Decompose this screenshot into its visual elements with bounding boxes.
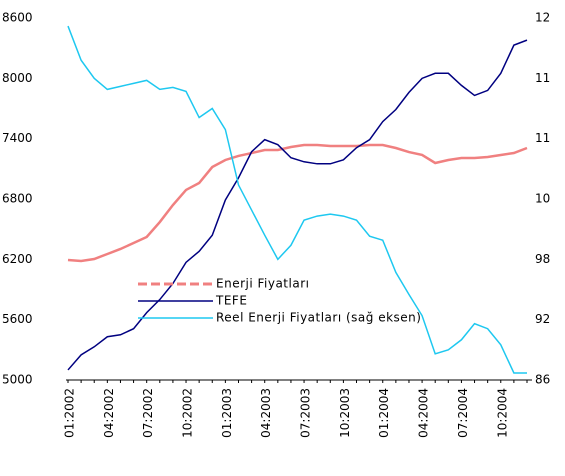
- y2-tick-label: 98: [535, 252, 550, 266]
- y2-tick-label: 86: [535, 373, 550, 387]
- x-tick-label: 10:2003: [338, 388, 352, 438]
- legend-label: Enerji Fiyatları: [216, 277, 309, 291]
- y-tick-label: 8000: [2, 71, 33, 85]
- y-tick-label: 8600: [2, 11, 33, 25]
- x-tick-label: 04:2004: [417, 388, 431, 438]
- x-tick-label: 01:2004: [377, 388, 391, 438]
- x-tick-label: 01:2003: [220, 388, 234, 438]
- x-tick-label: 04:2002: [102, 388, 116, 438]
- x-tick-label: 04:2003: [259, 388, 273, 438]
- y2-tick-label: 12: [535, 11, 550, 25]
- y-tick-label: 5000: [2, 373, 33, 387]
- y-tick-label: 7400: [2, 131, 33, 145]
- x-tick-label: 01:2002: [63, 388, 77, 438]
- series-line: [67, 25, 527, 374]
- x-tick-label: 10:2004: [495, 388, 509, 438]
- y2-tick-label: 10: [535, 192, 550, 206]
- series-line: [67, 39, 528, 371]
- legend-label: Reel Enerji Fiyatları (sağ eksen): [216, 311, 421, 325]
- y2-tick-label: 92: [535, 312, 550, 326]
- x-tick-label: 07:2004: [456, 388, 470, 438]
- y-tick-label: 5600: [2, 312, 33, 326]
- legend-label: TEFE: [215, 294, 247, 308]
- x-tick-label: 10:2002: [181, 388, 195, 438]
- y2-tick-label: 11: [535, 71, 550, 85]
- y-tick-label: 6800: [2, 192, 33, 206]
- x-tick-label: 07:2003: [299, 388, 313, 438]
- y2-tick-label: 11: [535, 131, 550, 145]
- series-line: [67, 143, 528, 263]
- y-tick-label: 6200: [2, 252, 33, 266]
- x-tick-label: 07:2002: [141, 388, 155, 438]
